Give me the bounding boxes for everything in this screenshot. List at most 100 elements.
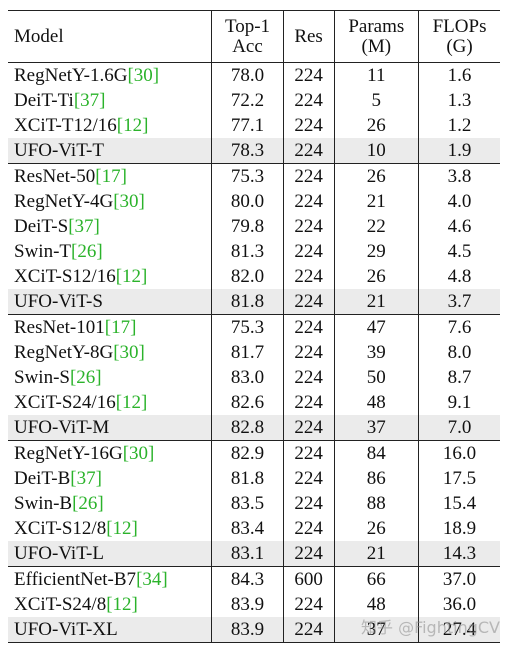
model-cell: RegNetY-16G[30]	[8, 441, 212, 467]
value-cell: 224	[282, 466, 335, 491]
value-cell: 21	[333, 541, 419, 567]
value-cell: 83.9	[211, 617, 284, 643]
value-cell: 83.1	[211, 541, 284, 567]
model-cell: XCiT-S12/16[12]	[8, 264, 212, 289]
value-cell: 4.8	[418, 264, 500, 289]
value-cell: 72.2	[211, 88, 284, 113]
value-cell: 224	[282, 340, 335, 365]
table-header: Model Top-1 Acc Res Params (M) FLOPs (G)	[8, 10, 500, 63]
value-cell: 4.0	[418, 189, 500, 214]
table-row: Swin-S[26] 83.0 224 50 8.7	[8, 365, 500, 390]
value-cell: 7.6	[418, 314, 500, 340]
value-cell: 37	[333, 617, 419, 643]
value-cell: 77.1	[211, 113, 284, 138]
value-cell: 14.3	[418, 541, 500, 567]
table-row: DeiT-S[37] 79.8 224 22 4.6	[8, 214, 500, 239]
value-cell: 81.8	[211, 466, 284, 491]
value-cell: 82.6	[211, 390, 284, 415]
value-cell: 80.0	[211, 189, 284, 214]
table-row: ResNet-101[17] 75.3 224 47 7.6	[8, 314, 500, 341]
header-cell: Model	[8, 10, 212, 63]
citation: [34]	[136, 568, 168, 590]
value-cell: 224	[282, 415, 335, 441]
citation: [30]	[127, 64, 160, 86]
value-cell: 78.3	[211, 138, 284, 164]
value-cell: 26	[333, 264, 419, 289]
value-cell: 224	[282, 541, 335, 567]
citation: [17]	[95, 165, 127, 187]
model-cell: UFO-ViT-T	[8, 138, 212, 164]
value-cell: 82.8	[211, 415, 284, 441]
value-cell: 81.8	[211, 289, 284, 315]
value-cell: 224	[282, 491, 335, 516]
row-group: RegNetY-1.6G[30] 78.0 224 11 1.6 DeiT-Ti[37] 7…	[8, 62, 500, 164]
citation: [30]	[113, 190, 145, 212]
model-name: Swin-B	[14, 492, 73, 514]
value-cell: 48	[333, 390, 419, 415]
model-cell: UFO-ViT-L	[8, 541, 212, 567]
table-row: Swin-B[26] 83.5 224 88 15.4	[8, 491, 500, 516]
value-cell: 8.0	[418, 340, 500, 365]
value-cell: 37	[333, 415, 419, 441]
model-name: XCiT-S12/8	[14, 517, 107, 539]
value-cell: 224	[282, 592, 335, 617]
value-cell: 15.4	[418, 491, 500, 516]
table-row: XCiT-S12/8[12] 83.4 224 26 18.9	[8, 516, 500, 541]
model-name: RegNetY-4G	[14, 190, 114, 212]
model-cell: ResNet-50[17]	[8, 164, 212, 190]
value-cell: 88	[333, 491, 419, 516]
value-cell: 10	[333, 138, 419, 164]
citation: [12]	[115, 265, 148, 287]
value-cell: 224	[282, 189, 335, 214]
value-cell: 224	[282, 516, 335, 541]
model-name: ResNet-101	[14, 316, 105, 338]
value-cell: 81.3	[211, 239, 284, 264]
table-row: RegNetY-4G[30] 80.0 224 21 4.0	[8, 189, 500, 214]
value-cell: 224	[282, 214, 335, 239]
value-cell: 26	[333, 163, 419, 189]
model-name: DeiT-Ti	[14, 89, 74, 111]
model-cell: Swin-B[26]	[8, 491, 212, 516]
value-cell: 83.5	[211, 491, 284, 516]
header-cell: Params (M)	[333, 10, 419, 63]
header-text: Top-1	[224, 15, 271, 37]
value-cell: 5	[333, 88, 419, 113]
citation: [37]	[68, 215, 100, 237]
model-name: DeiT-S	[14, 215, 69, 237]
model-name: Swin-T	[14, 240, 71, 262]
citation: [12]	[106, 517, 138, 539]
value-cell: 83.9	[211, 592, 284, 617]
model-cell: ResNet-101[17]	[8, 315, 212, 341]
model-cell: UFO-ViT-S	[8, 289, 212, 315]
value-cell: 82.9	[211, 440, 284, 466]
row-group: EfficientNet-B7[34] 84.3 600 66 37.0 XCiT-S24…	[8, 566, 500, 643]
value-cell: 83.0	[211, 365, 284, 390]
citation: [12]	[106, 593, 138, 615]
value-cell: 4.6	[418, 214, 500, 239]
value-cell: 600	[282, 566, 335, 592]
model-cell: RegNetY-8G[30]	[8, 340, 212, 365]
citation: [12]	[115, 391, 148, 413]
table-row: XCiT-S24/16[12] 82.6 224 48 9.1	[8, 390, 500, 415]
table-row: XCiT-S24/8[12] 83.9 224 48 36.0	[8, 592, 500, 617]
model-cell: RegNetY-1.6G[30]	[8, 63, 212, 89]
model-cell: Swin-T[26]	[8, 239, 212, 264]
header-cell: FLOPs (G)	[418, 10, 500, 63]
row-group: ResNet-50[17] 75.3 224 26 3.8 RegNetY-4G[30] 8…	[8, 163, 500, 315]
value-cell: 81.7	[211, 340, 284, 365]
value-cell: 1.3	[418, 88, 500, 113]
model-name: Swin-S	[14, 366, 70, 388]
value-cell: 26	[333, 516, 419, 541]
value-cell: 75.3	[211, 163, 284, 189]
value-cell: 7.0	[418, 415, 500, 441]
value-cell: 16.0	[418, 440, 500, 466]
value-cell: 1.9	[418, 138, 500, 164]
table-row: DeiT-B[37] 81.8 224 86 17.5	[8, 466, 500, 491]
row-group: RegNetY-16G[30] 82.9 224 84 16.0 DeiT-B[37] 81…	[8, 440, 500, 567]
watermark: 知乎 @FightingCV	[360, 618, 500, 637]
header-text: (M)	[361, 35, 392, 57]
value-cell: 9.1	[418, 390, 500, 415]
model-name: UFO-ViT-S	[14, 290, 103, 312]
results-table: Model Top-1 Acc Res Params (M) FLOPs (G) RegNet…	[8, 10, 500, 643]
